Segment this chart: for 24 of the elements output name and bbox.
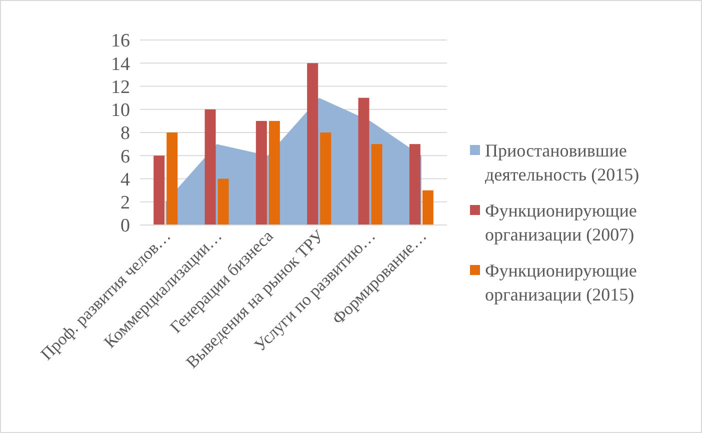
bar: [320, 132, 332, 225]
bar: [218, 178, 229, 225]
y-tick-label: 0: [120, 216, 130, 237]
bar: [204, 109, 216, 225]
bar: [358, 98, 370, 225]
y-tick-label: 12: [111, 76, 130, 98]
legend-label: Приостановившие деятельность (2015): [485, 140, 640, 184]
bar: [371, 144, 382, 225]
y-tick-label: 10: [111, 100, 130, 122]
bar: [166, 132, 178, 225]
bar: [422, 190, 434, 225]
legend-label: Функционирующие организации (2007): [485, 200, 637, 244]
y-tick-label: 2: [120, 192, 130, 214]
y-tick-label: 14: [111, 54, 130, 75]
y-tick-label: 6: [120, 146, 130, 168]
bar: [307, 63, 318, 225]
y-tick-label: 16: [111, 30, 130, 52]
bar: [268, 120, 280, 225]
y-tick-label: 4: [120, 169, 130, 190]
bar: [256, 120, 267, 225]
bar: [409, 144, 420, 225]
y-tick-label: 8: [120, 123, 130, 144]
legend-label: Функционирующие организации (2015): [485, 260, 637, 304]
bar: [154, 156, 165, 225]
